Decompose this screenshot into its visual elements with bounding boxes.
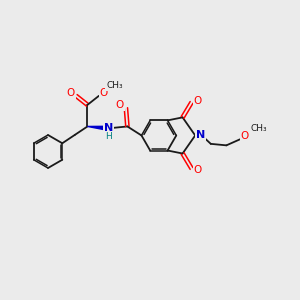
Text: O: O bbox=[116, 100, 124, 110]
Text: O: O bbox=[194, 165, 202, 175]
Text: O: O bbox=[194, 96, 202, 106]
Text: H: H bbox=[105, 132, 112, 141]
Text: CH₃: CH₃ bbox=[106, 81, 123, 90]
Polygon shape bbox=[88, 126, 104, 130]
Text: N: N bbox=[196, 130, 205, 140]
Text: O: O bbox=[67, 88, 75, 98]
Text: CH₃: CH₃ bbox=[250, 124, 267, 133]
Text: N: N bbox=[104, 123, 113, 133]
Text: O: O bbox=[241, 131, 249, 141]
Text: O: O bbox=[100, 88, 108, 98]
